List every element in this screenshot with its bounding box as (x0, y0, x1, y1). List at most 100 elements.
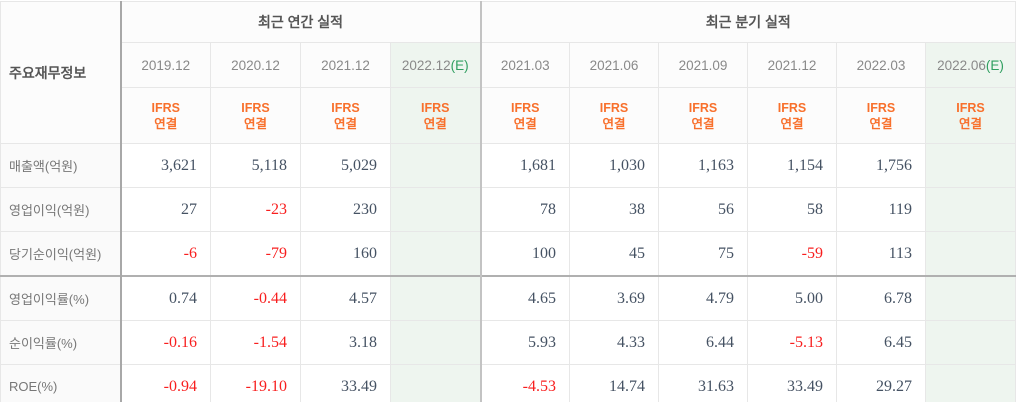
period-header: 2022.03 (836, 42, 926, 88)
value-cell: 5.00 (747, 275, 837, 321)
value-cell: 5.93 (479, 320, 570, 365)
ifrs-label: IFRS (331, 100, 360, 115)
consolidated-label: 연결 (602, 116, 626, 131)
period-header: 2022.06(E) (924, 42, 1017, 88)
value-cell (924, 320, 1017, 365)
value-cell: 6.78 (836, 275, 926, 321)
value-cell: -0.16 (120, 320, 211, 365)
value-cell: 33.49 (300, 364, 391, 402)
row-label: 영업이익(억원) (0, 187, 122, 232)
value-cell: -5.13 (747, 320, 837, 365)
period-header: 2021.12 (747, 42, 837, 88)
period-label: 2019.12 (141, 57, 191, 73)
table-row: 영업이익률(%) 0.74 -0.44 4.57 4.65 3.69 4.79 5.00 6.7… (0, 275, 1017, 321)
value-cell (924, 143, 1017, 188)
table-row: 당기순이익(억원) -6 -79 160 100 45 75 -59 113 (0, 231, 1017, 277)
value-cell: 3,621 (120, 143, 211, 188)
consolidated-label: 연결 (154, 116, 178, 131)
value-cell (390, 143, 481, 188)
value-cell (390, 231, 481, 277)
value-cell: 75 (658, 231, 748, 277)
estimate-mark: (E) (450, 57, 469, 73)
value-cell (390, 187, 481, 232)
value-cell: 58 (747, 187, 837, 232)
period-header: 2022.12(E) (390, 42, 481, 88)
row-label: 매출액(억원) (0, 143, 122, 188)
accounting-standard-header: IFRS 연결 (658, 87, 748, 144)
ifrs-label: IFRS (599, 100, 629, 115)
value-cell: 4.33 (569, 320, 659, 365)
ifrs-label: IFRS (777, 100, 807, 115)
value-cell: 45 (569, 231, 659, 277)
period-label: 2022.12 (401, 57, 451, 73)
ifrs-label: IFRS (688, 100, 718, 115)
value-cell: 6.44 (658, 320, 748, 365)
value-cell (390, 320, 481, 365)
period-header: 2021.09 (658, 42, 748, 88)
consolidated-label: 연결 (513, 116, 537, 131)
period-header: 2021.06 (569, 42, 659, 88)
value-cell: -0.94 (120, 364, 211, 402)
period-header-row: 2019.12 2020.12 2021.12 2022.12(E) 2021.03 20… (1, 42, 1017, 88)
ifrs-label: IFRS (241, 100, 270, 115)
accounting-standard-header: IFRS 연결 (390, 87, 481, 144)
value-cell: 0.74 (120, 275, 211, 321)
consolidated-label: 연결 (423, 116, 447, 131)
value-cell: 56 (658, 187, 748, 232)
value-cell (924, 187, 1017, 232)
value-cell: 160 (300, 231, 391, 277)
value-cell (390, 364, 481, 402)
period-header: 2021.03 (479, 42, 570, 88)
value-cell: 33.49 (747, 364, 837, 402)
consolidated-label: 연결 (780, 116, 804, 131)
value-cell: 5,118 (210, 143, 301, 188)
value-cell: 6.45 (836, 320, 926, 365)
value-cell (924, 275, 1017, 321)
accounting-standard-header: IFRS 연결 (479, 87, 570, 144)
value-cell (390, 275, 481, 321)
accounting-standard-header: IFRS 연결 (836, 87, 926, 144)
value-cell: -19.10 (210, 364, 301, 402)
consolidated-label: 연결 (243, 116, 267, 131)
value-cell: 78 (479, 187, 570, 232)
value-cell: 113 (836, 231, 926, 277)
ifrs-label: IFRS (151, 100, 180, 115)
value-cell: -79 (210, 231, 301, 277)
value-cell: 4.57 (300, 275, 391, 321)
table-row: 매출액(억원) 3,621 5,118 5,029 1,681 1,030 1,163 1,1… (0, 143, 1017, 188)
value-cell: 100 (479, 231, 570, 277)
value-cell: 4.65 (479, 275, 570, 321)
value-cell: -1.54 (210, 320, 301, 365)
row-label: 순이익률(%) (0, 320, 122, 365)
row-label: ROE(%) (0, 364, 122, 402)
value-cell (924, 231, 1017, 277)
period-label: 2021.06 (589, 57, 639, 73)
value-cell: 31.63 (658, 364, 748, 402)
annual-group-header: 최근 연간 실적 (120, 1, 481, 43)
value-cell: 27 (120, 187, 211, 232)
accounting-standard-header: IFRS 연결 (747, 87, 837, 144)
value-cell: 1,163 (658, 143, 748, 188)
period-label: 2022.06 (937, 57, 986, 73)
value-cell: 3.18 (300, 320, 391, 365)
value-cell (924, 364, 1017, 402)
corner-label: 주요재무정보 (0, 1, 122, 144)
period-header: 2019.12 (120, 42, 211, 88)
value-cell: 1,681 (479, 143, 570, 188)
value-cell: -0.44 (210, 275, 301, 321)
period-label: 2020.12 (231, 57, 280, 73)
table-row: 순이익률(%) -0.16 -1.54 3.18 5.93 4.33 6.44 -5.13 6.… (0, 320, 1017, 365)
value-cell: -23 (210, 187, 301, 232)
value-cell: -6 (120, 231, 211, 277)
value-cell: 230 (300, 187, 391, 232)
consolidated-label: 연결 (869, 116, 893, 131)
accounting-standard-header: IFRS 연결 (210, 87, 301, 144)
period-label: 2022.03 (856, 57, 906, 73)
row-label: 영업이익률(%) (0, 275, 122, 321)
row-label: 당기순이익(억원) (0, 231, 122, 277)
value-cell: 5,029 (300, 143, 391, 188)
accounting-header-row: IFRS 연결 IFRS 연결 IFRS 연결 IFRS 연결 IFRS 연결 IFRS 연결 IFRS… (1, 87, 1017, 144)
value-cell: 29.27 (836, 364, 926, 402)
value-cell: 38 (569, 187, 659, 232)
